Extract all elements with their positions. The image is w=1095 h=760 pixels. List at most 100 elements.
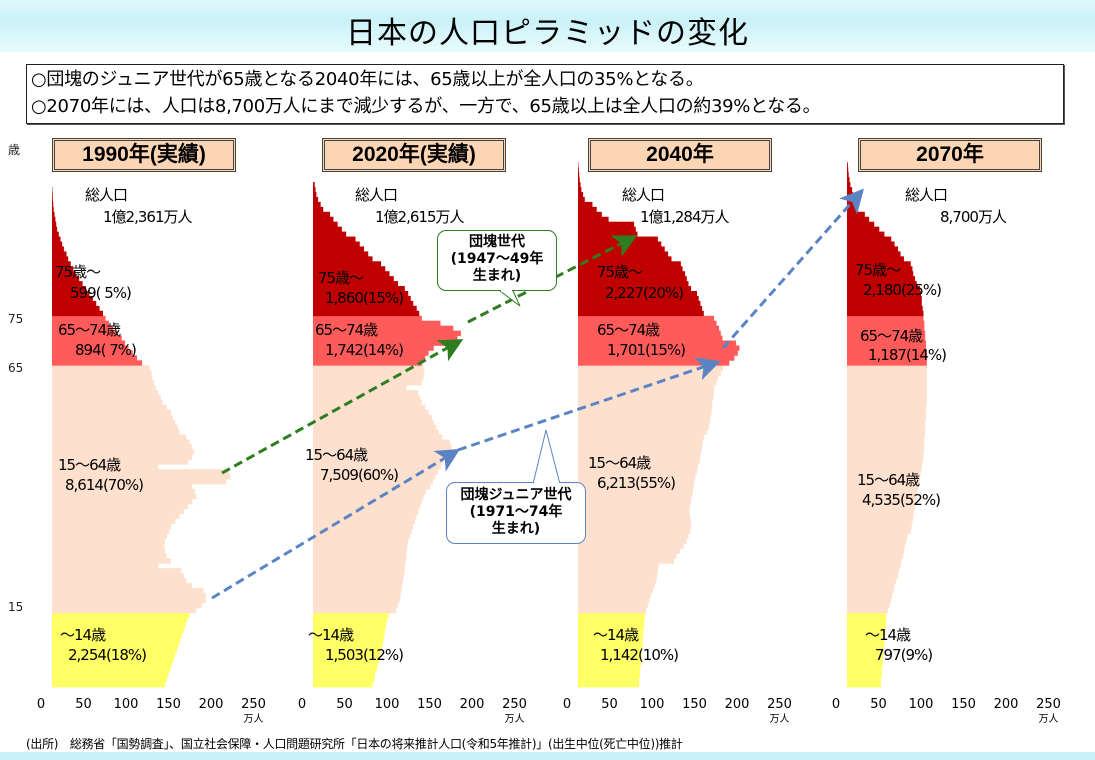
age-bar bbox=[578, 602, 648, 609]
age-bar bbox=[847, 612, 887, 619]
age-bar bbox=[578, 503, 691, 510]
age-bar bbox=[578, 617, 645, 624]
age-bar bbox=[52, 632, 183, 638]
age-bar bbox=[578, 498, 692, 505]
age-bar bbox=[578, 647, 642, 653]
callout-line: (1947～49年 bbox=[450, 251, 544, 267]
age-bar bbox=[578, 206, 597, 213]
age-group-value: 1,503(12%) bbox=[325, 646, 404, 664]
x-tick-label: 150 bbox=[156, 697, 181, 712]
age-bar bbox=[313, 276, 394, 282]
age-bar bbox=[313, 568, 405, 574]
age-bar bbox=[313, 231, 347, 237]
age-bar bbox=[52, 276, 80, 282]
age-group-label: 65～74歳 bbox=[597, 321, 660, 339]
age-bar bbox=[847, 672, 882, 678]
age-bar bbox=[847, 434, 925, 440]
age-group-label: 65～74歳 bbox=[315, 321, 378, 339]
age-bar bbox=[52, 617, 188, 624]
summary-notes: ○団塊のジュニア世代が65歳となる2040年には、65歳以上が全人口の35%とな… bbox=[26, 64, 1064, 124]
age-bar bbox=[847, 657, 883, 663]
x-tick-label: 0 bbox=[831, 697, 841, 712]
age-bar bbox=[578, 597, 650, 604]
age-bar bbox=[847, 266, 913, 272]
age-group-value: 7,509(60%) bbox=[320, 466, 399, 484]
age-bar bbox=[578, 578, 657, 584]
age-bar bbox=[578, 201, 593, 208]
age-bar bbox=[847, 291, 921, 297]
age-bar bbox=[847, 474, 921, 480]
age-bar bbox=[52, 508, 184, 515]
age-bar bbox=[52, 231, 59, 237]
age-bar bbox=[313, 553, 407, 559]
age-bar bbox=[313, 558, 406, 564]
age-bar bbox=[313, 201, 321, 208]
age-bar bbox=[52, 568, 182, 574]
age-bar bbox=[578, 682, 640, 688]
age-bar bbox=[847, 597, 892, 604]
age-bar bbox=[313, 206, 324, 213]
age-bar bbox=[52, 498, 193, 505]
panel-title: 1990年(実績) bbox=[52, 138, 236, 172]
age-bar bbox=[52, 513, 180, 520]
age-bar bbox=[847, 533, 908, 539]
age-bar bbox=[52, 563, 159, 569]
age-bar bbox=[578, 390, 714, 396]
age-bar bbox=[52, 493, 197, 500]
age-bar bbox=[847, 310, 924, 317]
age-bar bbox=[313, 672, 376, 678]
age-bar bbox=[52, 246, 64, 252]
source-note: (出所) 総務省「国勢調査」、国立社会保障・人口問題研究所「日本の将来推計人口(… bbox=[26, 737, 683, 751]
age-group-label: 65～74歳 bbox=[58, 321, 121, 339]
age-bar bbox=[52, 647, 177, 653]
age-bar bbox=[578, 657, 641, 663]
age-bar bbox=[52, 271, 76, 277]
age-bar bbox=[847, 385, 927, 391]
age-bar bbox=[578, 187, 582, 193]
age-bar bbox=[578, 484, 694, 490]
age-bar bbox=[313, 588, 402, 594]
age-group-value: 1,742(14%) bbox=[325, 341, 404, 359]
age-bar bbox=[578, 553, 677, 559]
age-bar bbox=[313, 493, 424, 500]
age-bar bbox=[847, 375, 927, 381]
age-bar bbox=[578, 627, 644, 633]
age-bar bbox=[52, 310, 103, 317]
age-group-label: 15～64歳 bbox=[305, 446, 368, 464]
age-bar bbox=[52, 251, 67, 257]
age-bar bbox=[847, 231, 885, 237]
x-tick-label: 50 bbox=[601, 697, 618, 712]
age-bar bbox=[313, 226, 342, 232]
age-bar bbox=[52, 291, 90, 297]
age-bar bbox=[313, 291, 409, 297]
age-bar bbox=[578, 459, 700, 465]
age-bar bbox=[578, 256, 672, 262]
age-bar bbox=[52, 286, 86, 292]
age-bar bbox=[313, 375, 424, 381]
age-bar bbox=[313, 583, 403, 589]
age-bar bbox=[313, 385, 407, 391]
age-bar bbox=[52, 221, 57, 228]
age-bar bbox=[313, 647, 381, 653]
age-bar bbox=[578, 479, 695, 485]
age-bar bbox=[847, 528, 911, 534]
callout-line: 生まれ) bbox=[472, 268, 522, 284]
age-bar bbox=[578, 662, 641, 668]
age-bar bbox=[847, 538, 907, 544]
age-bar bbox=[52, 612, 190, 619]
age-bar bbox=[578, 489, 693, 495]
age-bar bbox=[847, 439, 925, 445]
age-group-value: 4,535(52%) bbox=[862, 491, 941, 509]
age-bar bbox=[578, 469, 697, 475]
age-group-label: 65～74歳 bbox=[860, 327, 923, 345]
age-bar bbox=[847, 355, 927, 361]
age-bar bbox=[52, 543, 165, 549]
age-bar bbox=[578, 439, 703, 445]
age-bar bbox=[578, 330, 721, 336]
age-bar bbox=[847, 201, 857, 208]
age-bar bbox=[52, 330, 118, 336]
x-tick-label: 50 bbox=[870, 697, 887, 712]
age-bar bbox=[52, 414, 173, 421]
age-bar bbox=[578, 236, 658, 242]
age-bar bbox=[313, 305, 417, 312]
